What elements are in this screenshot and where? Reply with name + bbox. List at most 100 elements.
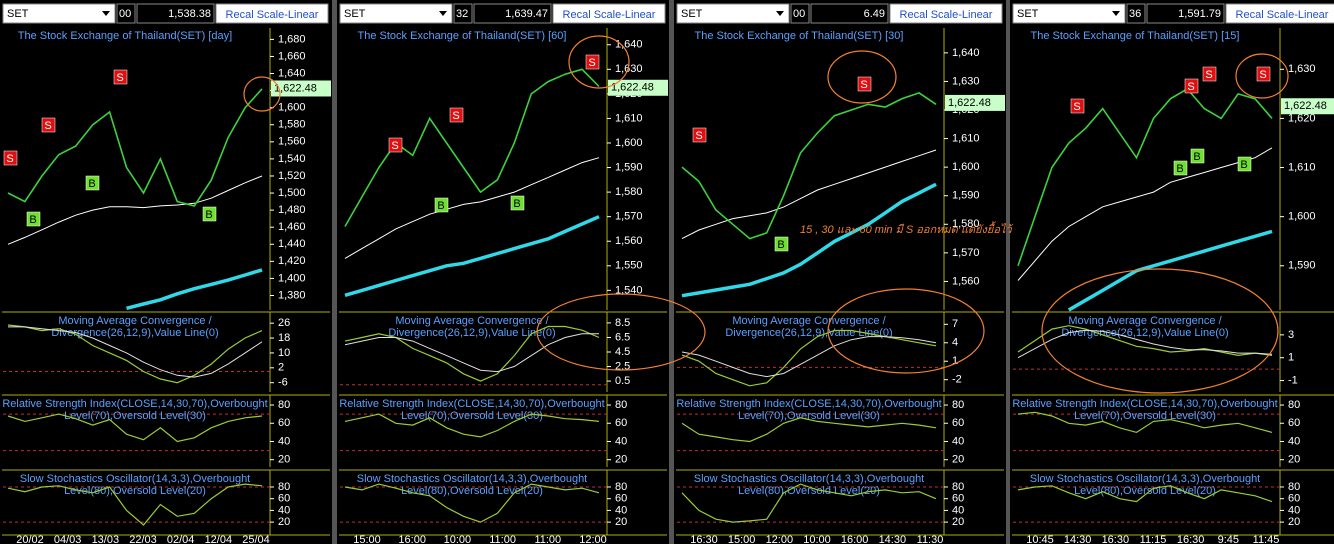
signal-label: B — [777, 239, 784, 251]
y-tick-label: 1,560 — [278, 136, 306, 148]
x-tick-label: 20/02 — [16, 534, 44, 544]
highlight-ellipse — [1235, 53, 1289, 99]
y-tick-label: 1,640 — [278, 67, 306, 79]
moving-average-line — [344, 157, 600, 259]
symbol-text: SET — [1017, 8, 1039, 20]
field-box — [1126, 3, 1146, 24]
x-tick-label: 11:00 — [534, 534, 561, 544]
y-tick-label: 1,630 — [952, 75, 980, 87]
x-tick-label: 16:30 — [1102, 534, 1130, 544]
signal-marker — [1173, 160, 1188, 176]
last-price-label: 1,622.48 — [274, 82, 317, 94]
indicator-title: Moving Average Convergence / — [1068, 315, 1222, 327]
indicator-title: Level(70),Oversold Level(30) — [401, 410, 543, 422]
signal-label: S — [1259, 69, 1266, 81]
y-tick-label: 40 — [1288, 435, 1300, 447]
last-price-box — [271, 80, 331, 97]
indicator-title: Level(80),Oversold Level(20) — [738, 485, 880, 497]
y-tick-label: 1 — [952, 355, 958, 367]
trend-line — [126, 268, 263, 310]
y-tick-label: 80 — [952, 481, 964, 493]
recal-button-label[interactable]: Recal Scale-Linear — [563, 9, 656, 21]
y-tick-label: 40 — [278, 435, 290, 447]
signal-marker — [41, 117, 56, 133]
close-line — [1017, 87, 1273, 267]
x-tick-label: 12/04 — [205, 534, 233, 544]
indicator-title: Level(70),Oversold Level(30) — [738, 410, 880, 422]
y-tick-label: 40 — [1288, 504, 1300, 516]
signal-label: S — [391, 140, 398, 152]
price-box — [1146, 3, 1225, 24]
y-tick-label: 1,640 — [952, 47, 980, 59]
y-tick-label: 40 — [615, 504, 627, 516]
signal-marker — [1070, 98, 1085, 114]
signal-label: B — [1193, 151, 1200, 163]
x-tick-label: 15:00 — [728, 534, 756, 544]
x-tick-label: 22/03 — [129, 534, 157, 544]
y-tick-label: 1,590 — [1288, 260, 1316, 272]
recal-button[interactable] — [889, 3, 1003, 24]
y-tick-label: 0.5 — [615, 375, 630, 387]
recal-button[interactable] — [552, 3, 666, 24]
y-tick-label: 20 — [952, 516, 964, 528]
signal-line — [681, 336, 937, 378]
signal-marker — [1202, 66, 1217, 82]
recal-button-label[interactable]: Recal Scale-Linear — [1236, 9, 1329, 21]
y-tick-label: 20 — [278, 454, 290, 466]
symbol-dropdown[interactable] — [2, 3, 116, 24]
y-tick-label: 1,600 — [278, 102, 306, 114]
signal-marker — [692, 127, 707, 143]
recal-button-label[interactable]: Recal Scale-Linear — [900, 9, 993, 21]
indicator-line — [1017, 325, 1273, 357]
y-tick-label: 40 — [952, 504, 964, 516]
y-tick-label: 20 — [1288, 454, 1300, 466]
symbol-text: SET — [681, 8, 703, 20]
y-tick-label: 2 — [278, 362, 284, 374]
y-tick-label: -1 — [1288, 374, 1298, 386]
signal-marker — [388, 137, 403, 153]
recal-button[interactable] — [215, 3, 329, 24]
last-price-label: 1,622.48 — [611, 82, 654, 94]
y-tick-label: 1,610 — [1288, 161, 1316, 173]
symbol-dropdown[interactable] — [339, 3, 453, 24]
dropdown-arrow — [102, 11, 110, 16]
x-tick-label: 16:00 — [841, 534, 869, 544]
y-tick-label: 1,420 — [278, 255, 306, 267]
recal-button[interactable] — [1225, 3, 1334, 24]
highlight-ellipse — [536, 293, 706, 371]
y-tick-label: 6.5 — [615, 331, 630, 343]
symbol-text: SET — [7, 8, 29, 20]
y-tick-label: 20 — [952, 454, 964, 466]
y-tick-label: 60 — [1288, 417, 1300, 429]
y-tick-label: -6 — [278, 377, 288, 389]
price-box — [810, 3, 889, 24]
signal-marker — [85, 175, 100, 191]
x-tick-label: 12:00 — [766, 534, 794, 544]
signal-line — [344, 333, 599, 373]
y-tick-label: 80 — [278, 481, 290, 493]
x-tick-label: 10:00 — [803, 534, 831, 544]
field-text: 00 — [119, 8, 131, 20]
chart-title: The Stock Exchange of Thailand(SET) [60] — [358, 30, 567, 42]
indicator-line — [681, 329, 937, 387]
indicator-title: Divergence(26,12,9),Value Line(0) — [51, 327, 218, 339]
indicator-line — [681, 417, 937, 443]
last-price-box — [945, 94, 1005, 111]
last-price-label: 1,622.48 — [948, 97, 991, 109]
y-tick-label: 1,560 — [952, 275, 980, 287]
x-tick-label: 11:45 — [1253, 534, 1280, 544]
signal-label: S — [1205, 69, 1212, 81]
indicator-line — [344, 483, 600, 523]
y-tick-label: 1,520 — [278, 170, 306, 182]
symbol-dropdown[interactable] — [1012, 3, 1126, 24]
y-tick-label: 1,460 — [278, 221, 306, 233]
y-tick-label: 60 — [615, 493, 627, 505]
y-tick-label: 1,400 — [278, 272, 306, 284]
dropdown-arrow — [439, 11, 447, 16]
x-tick-label: 15:00 — [353, 534, 381, 544]
symbol-dropdown[interactable] — [676, 3, 790, 24]
y-tick-label: 60 — [952, 417, 964, 429]
recal-button-label[interactable]: Recal Scale-Linear — [226, 9, 319, 21]
y-tick-label: 1,580 — [278, 119, 306, 131]
last-price-box — [608, 79, 668, 96]
